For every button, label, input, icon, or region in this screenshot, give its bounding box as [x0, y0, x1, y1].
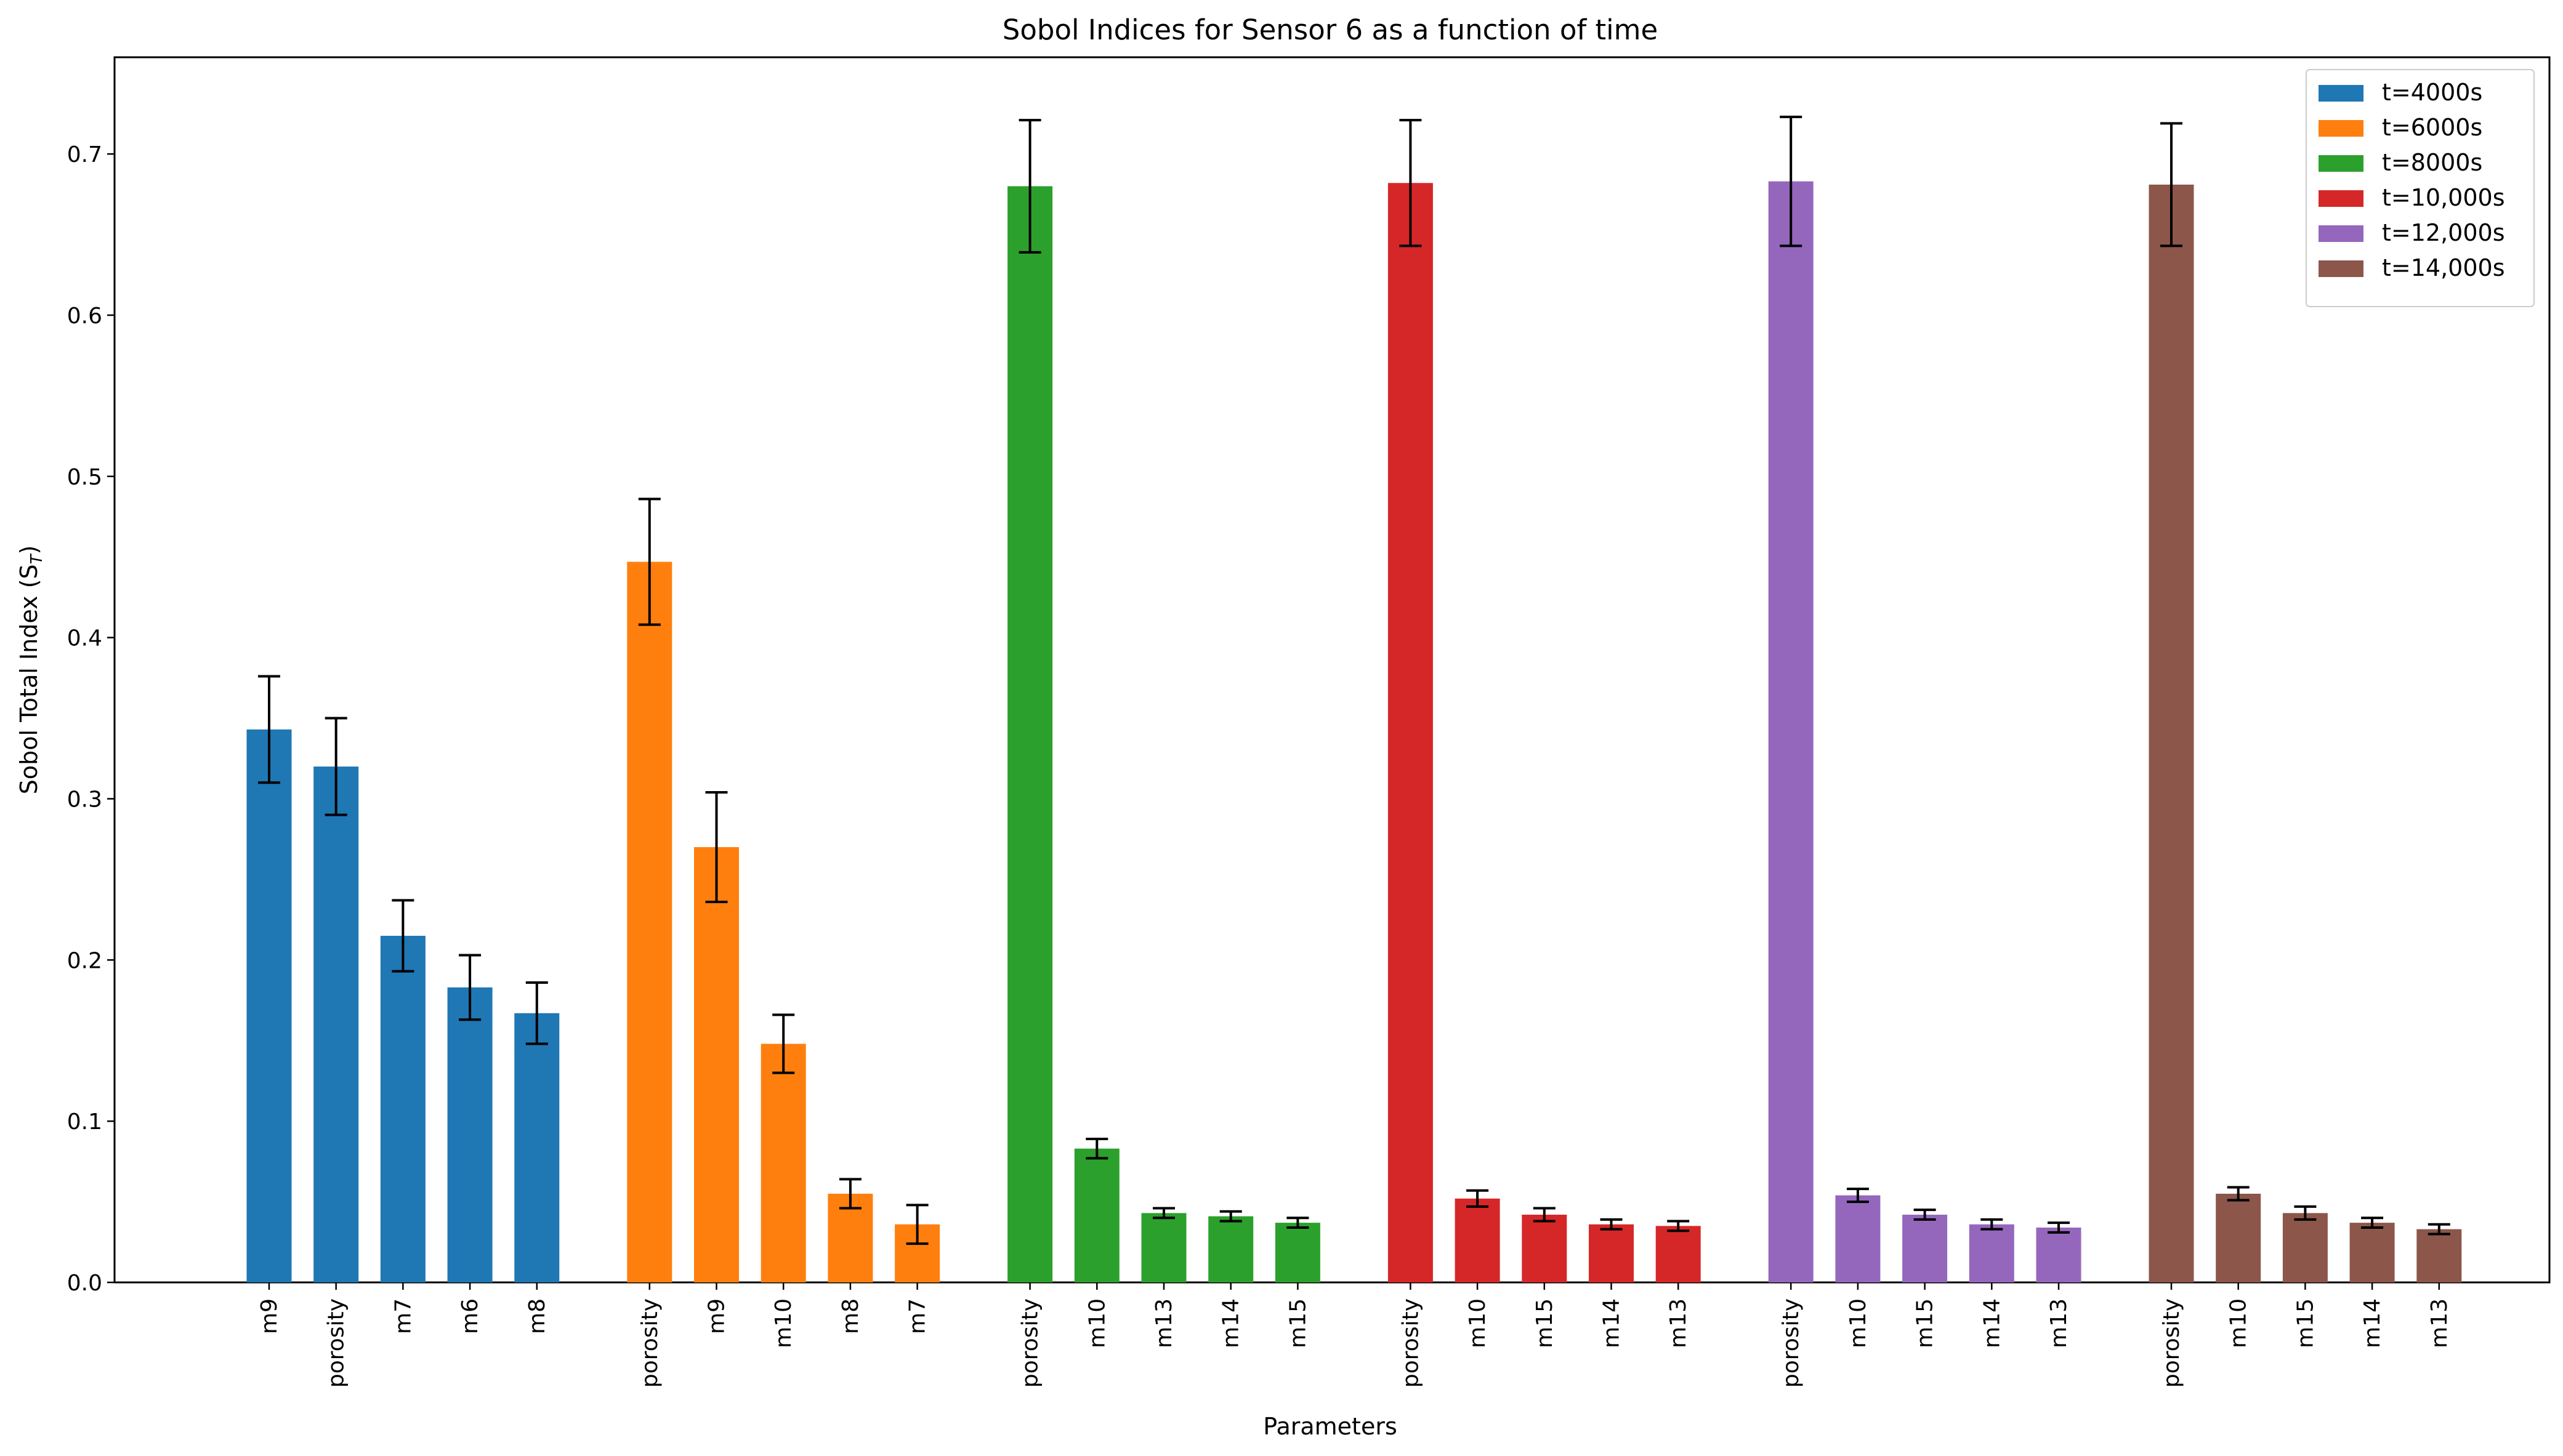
bar	[627, 561, 672, 1282]
x-tick-label: porosity	[1778, 1298, 1804, 1388]
legend-swatch	[2319, 85, 2363, 102]
y-tick-label: 0.5	[67, 465, 102, 490]
bar	[2149, 184, 2194, 1283]
legend-entry: t=14,000s	[2382, 254, 2505, 281]
y-tick-label: 0.7	[67, 142, 102, 167]
x-tick-label: m7	[390, 1298, 416, 1334]
y-tick-label: 0.6	[67, 304, 102, 329]
legend-swatch	[2319, 260, 2363, 277]
legend-entry: t=8000s	[2382, 149, 2482, 176]
x-tick-label: m8	[525, 1298, 550, 1334]
x-tick-label: m15	[1285, 1298, 1310, 1348]
x-tick-label: m14	[1219, 1298, 1244, 1348]
x-tick-label: m9	[704, 1298, 730, 1334]
bar	[1902, 1215, 1948, 1282]
y-tick-label: 0.4	[67, 626, 102, 651]
bar	[1969, 1224, 2014, 1282]
bar	[313, 766, 359, 1282]
x-tick-label: porosity	[1398, 1298, 1423, 1388]
y-tick-label: 0.1	[67, 1109, 102, 1135]
x-tick-label: m14	[1599, 1298, 1625, 1348]
legend-swatch	[2319, 155, 2363, 172]
y-tick-label: 0.3	[67, 787, 102, 812]
x-tick-label: m15	[1913, 1298, 1938, 1348]
bar	[2282, 1213, 2328, 1282]
x-tick-label: m10	[1084, 1298, 1110, 1348]
error-bars	[258, 115, 2450, 1245]
y-axis-label: Sobol Total Index (ST)	[15, 545, 46, 795]
x-axis-label: Parameters	[1263, 1413, 1397, 1440]
chart-title: Sobol Indices for Sensor 6 as a function…	[1003, 14, 1658, 46]
x-tick-label: porosity	[637, 1298, 663, 1388]
bar	[2349, 1223, 2395, 1282]
x-tick-label: m10	[1465, 1298, 1490, 1348]
bar	[1141, 1213, 1187, 1282]
x-tick-label: m10	[1846, 1298, 1871, 1348]
x-tick-label: m13	[1152, 1298, 1177, 1348]
x-tick-label: m6	[458, 1298, 483, 1334]
x-tick-label: m14	[2360, 1298, 2385, 1348]
bar	[694, 847, 739, 1282]
x-tick-label: m10	[2226, 1298, 2251, 1348]
x-tick-label: m15	[1532, 1298, 1557, 1348]
x-tick-label: m13	[2427, 1298, 2452, 1348]
y-axis: 0.0 0.1 0.2 0.3 0.4 0.5 0.6 0.7	[67, 142, 115, 1296]
bar	[380, 936, 426, 1282]
x-tick-label: m8	[838, 1298, 863, 1334]
x-tick-label: m15	[2293, 1298, 2318, 1348]
bar	[1208, 1216, 1254, 1282]
bar	[1455, 1198, 1500, 1282]
y-tick-label: 0.2	[67, 948, 102, 973]
y-axis-label-main: Sobol Total Index (S	[15, 564, 42, 794]
x-tick-label: m10	[771, 1298, 796, 1348]
legend-entry: t=4000s	[2382, 79, 2482, 106]
x-tick-label: m13	[2046, 1298, 2072, 1348]
x-tick-label: m13	[1666, 1298, 1691, 1348]
y-axis-label-close: )	[15, 545, 42, 555]
x-axis: m9 porosity m7 m6 m8 porosity m9 m10 m8 m7 porosit…	[257, 1282, 2452, 1388]
bar	[2416, 1229, 2462, 1282]
plot-frame	[113, 56, 2551, 1284]
x-tick-label: m14	[1979, 1298, 2004, 1348]
legend-entry: t=12,000s	[2382, 219, 2505, 246]
bar	[1589, 1224, 1634, 1282]
legend-entry: t=6000s	[2382, 114, 2482, 141]
legend: t=4000s t=6000s t=8000s t=10,000s t=12,000s t…	[2306, 69, 2535, 307]
bar	[246, 729, 292, 1282]
bar	[1074, 1148, 1120, 1282]
legend-swatch	[2319, 190, 2363, 207]
legend-swatch	[2319, 225, 2363, 242]
bars	[246, 181, 2462, 1283]
bar	[2036, 1227, 2081, 1282]
bar	[1007, 186, 1053, 1283]
bar	[514, 1013, 560, 1282]
bar	[447, 987, 493, 1282]
bar	[1655, 1226, 1701, 1282]
legend-swatch	[2319, 120, 2363, 137]
bar	[1522, 1215, 1567, 1282]
y-axis-label-subscript: T	[28, 553, 46, 564]
legend-entry: t=10,000s	[2382, 184, 2505, 211]
x-tick-label: porosity	[2159, 1298, 2184, 1388]
x-tick-label: porosity	[1018, 1298, 1043, 1388]
bar	[1275, 1223, 1320, 1282]
y-tick-label: 0.0	[67, 1271, 102, 1296]
bar	[2216, 1193, 2261, 1282]
bar	[1387, 183, 1433, 1283]
bar	[1768, 181, 1814, 1282]
bar	[761, 1044, 806, 1282]
plot-area	[113, 56, 2551, 1284]
x-tick-label: m9	[257, 1298, 282, 1334]
bar	[1835, 1195, 1881, 1282]
x-tick-label: m7	[905, 1298, 930, 1334]
x-tick-label: porosity	[324, 1298, 349, 1388]
